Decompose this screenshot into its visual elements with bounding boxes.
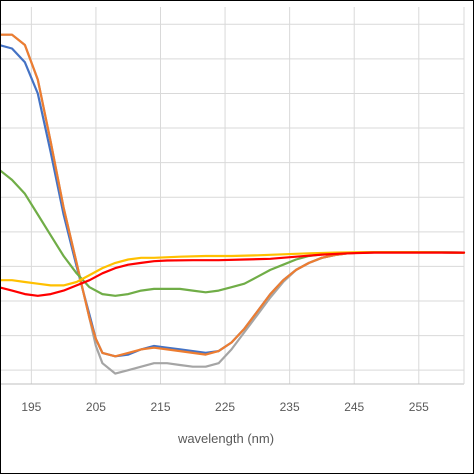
grid-layer [1, 7, 464, 384]
x-tick-label: 215 [150, 400, 170, 414]
series-line-3 [1, 33, 466, 358]
series-line-6 [1, 251, 466, 297]
series-line-1 [1, 44, 466, 358]
x-tick-label: 255 [409, 400, 429, 414]
series-line-5 [1, 251, 466, 287]
series-line-2 [1, 33, 466, 375]
x-tick-label: 235 [280, 400, 300, 414]
x-axis-title: wavelength (nm) [177, 431, 274, 446]
series-layer [1, 33, 466, 375]
x-tick-label: 245 [344, 400, 364, 414]
tick-labels: 195 205 215 225 235 245 255 [21, 400, 429, 414]
x-tick-label: 225 [215, 400, 235, 414]
x-tick-label: 205 [86, 400, 106, 414]
x-tick-label: 195 [21, 400, 41, 414]
axis-layer [1, 7, 465, 385]
